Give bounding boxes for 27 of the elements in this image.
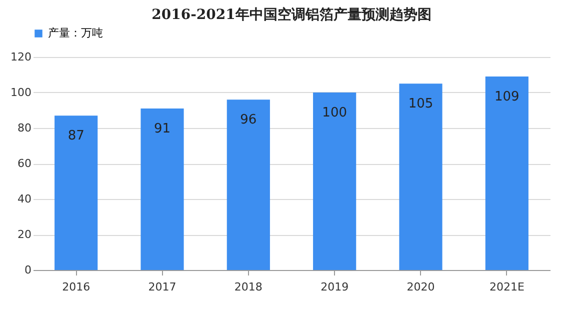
x-tick-label: 2020 [406, 280, 435, 294]
y-tick-label: 40 [18, 192, 32, 206]
y-tick-label: 0 [24, 264, 32, 276]
data-label: 105 [408, 96, 434, 112]
chart-title: 2016-2021年中国空调铝箔产量预测趋势图 [152, 6, 432, 23]
bar [313, 92, 356, 270]
data-label: 87 [68, 128, 84, 144]
y-tick-label: 80 [18, 122, 32, 134]
x-tick-label: 2019 [320, 280, 349, 294]
bar [485, 76, 528, 270]
bar [54, 116, 98, 270]
y-tick-label: 60 [18, 157, 32, 170]
x-tick-label: 2016 [62, 280, 90, 294]
x-tick-label: 2018 [234, 280, 262, 294]
y-tick-label: 120 [10, 50, 32, 64]
data-label: 109 [494, 90, 520, 105]
x-tick-label: 2017 [148, 280, 176, 294]
data-label: 91 [154, 121, 171, 136]
y-tick-label: 100 [10, 86, 32, 99]
bar [399, 84, 442, 270]
bar [226, 100, 270, 270]
y-tick-label: 20 [18, 228, 32, 241]
bar [140, 108, 184, 270]
data-label: 100 [322, 106, 347, 120]
x-tick-label: 2021E [489, 280, 524, 294]
legend-label: 产量：万吨 [48, 26, 103, 40]
data-label: 96 [240, 112, 257, 128]
